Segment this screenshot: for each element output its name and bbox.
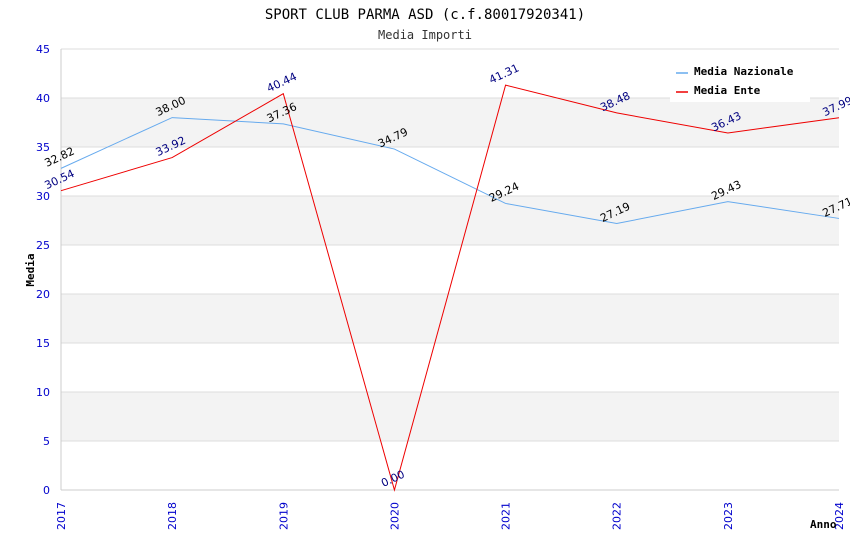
series-line-media-ente (60, 84, 840, 492)
plot-band (61, 147, 839, 196)
plot-band (61, 392, 839, 441)
y-tick-label: 30 (36, 190, 50, 203)
series-group (60, 84, 840, 492)
legend-label-media-nazionale: Media Nazionale (694, 65, 794, 78)
y-ticks: 0 5 10 15 20 25 30 35 40 45 (36, 43, 50, 497)
legend-background (670, 60, 810, 102)
x-tick-label: 2021 (500, 502, 513, 530)
x-tick-label: 2022 (611, 502, 624, 530)
x-ticks: 2017 2018 2019 2020 2021 2022 2023 2024 (55, 502, 846, 530)
plot-band (61, 98, 839, 147)
plot-band (61, 196, 839, 245)
y-tick-label: 20 (36, 288, 50, 301)
y-tick-label: 5 (43, 435, 50, 448)
chart-subtitle: Media Importi (378, 28, 472, 42)
x-tick-label: 2020 (388, 502, 401, 530)
x-tick-label: 2017 (55, 502, 68, 530)
y-tick-label: 25 (36, 239, 50, 252)
plot-band (61, 343, 839, 392)
series-line-media-nazionale (60, 117, 840, 225)
plot-band (61, 441, 839, 490)
x-tick-label: 2018 (166, 502, 179, 530)
y-tick-label: 45 (36, 43, 50, 56)
legend-label-media-ente: Media Ente (694, 84, 761, 97)
y-tick-label: 40 (36, 92, 50, 105)
y-tick-label: 15 (36, 337, 50, 350)
y-tick-label: 10 (36, 386, 50, 399)
legend: Media Nazionale Media Ente (670, 60, 810, 102)
x-axis-label: Anno (810, 518, 837, 531)
y-tick-label: 35 (36, 141, 50, 154)
plot-bands (61, 49, 839, 490)
x-tick-label: 2024 (833, 502, 846, 530)
x-tick-label: 2019 (277, 502, 290, 530)
y-tick-label: 0 (43, 484, 50, 497)
x-tick-label: 2023 (722, 502, 735, 530)
axes (60, 49, 839, 491)
plot-band (61, 294, 839, 343)
chart-title: SPORT CLUB PARMA ASD (c.f.80017920341) (265, 7, 585, 23)
y-axis-label: Media (24, 253, 37, 286)
